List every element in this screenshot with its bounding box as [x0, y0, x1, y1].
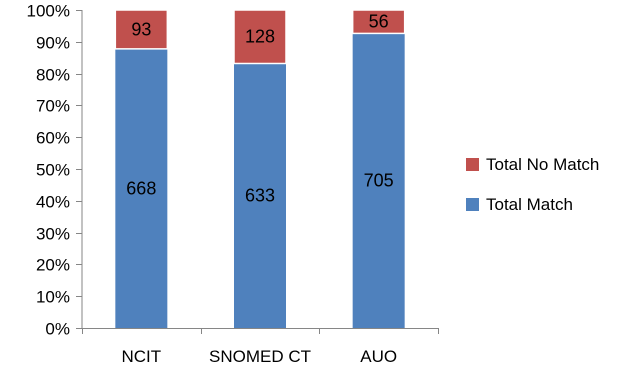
y-axis: 0% 10% 20% 30% 40% 50% 60% 70% 80% 90% 100% [27, 2, 83, 339]
legend-label: Total No Match [486, 155, 599, 174]
y-tick-label: 80% [36, 66, 70, 85]
y-tick-label: 60% [36, 129, 70, 148]
legend: Total No Match Total Match [466, 155, 599, 214]
data-label: 633 [245, 186, 275, 206]
legend-label: Total Match [486, 195, 573, 214]
data-label: 705 [364, 171, 394, 191]
y-tick-label: 100% [27, 2, 70, 21]
bar-total-match-auo [352, 33, 405, 328]
bar-total-match-snomed-ct [234, 63, 286, 328]
x-category-label: SNOMED CT [209, 347, 311, 366]
x-axis: NCIT SNOMED CT AUO [82, 328, 439, 366]
x-category-label: AUO [360, 347, 397, 366]
x-category-label: NCIT [121, 347, 161, 366]
legend-swatch [466, 158, 479, 171]
data-label: 128 [245, 27, 275, 47]
y-tick-label: 90% [36, 34, 70, 53]
bar-total-match-ncit [115, 48, 168, 328]
y-tick-label: 70% [36, 97, 70, 116]
y-tick-label: 50% [36, 161, 70, 180]
legend-swatch [466, 198, 479, 211]
y-tick-label: 0% [45, 320, 70, 339]
y-tick-label: 40% [36, 193, 70, 212]
y-tick-label: 30% [36, 225, 70, 244]
y-tick-label: 20% [36, 256, 70, 275]
bar-total-no-match-auo [351, 9, 406, 35]
data-label: 668 [126, 178, 156, 198]
bars: 668 93 633 128 705 56 [114, 9, 406, 328]
legend-item-total-match: Total Match [466, 195, 573, 214]
data-label: 56 [369, 12, 389, 32]
y-tick-label: 10% [36, 288, 70, 307]
data-label: 93 [131, 19, 151, 39]
bar-total-no-match-ncit [114, 9, 169, 50]
bar-total-no-match-snomed-ct [233, 9, 287, 65]
legend-item-total-no-match: Total No Match [466, 155, 599, 174]
